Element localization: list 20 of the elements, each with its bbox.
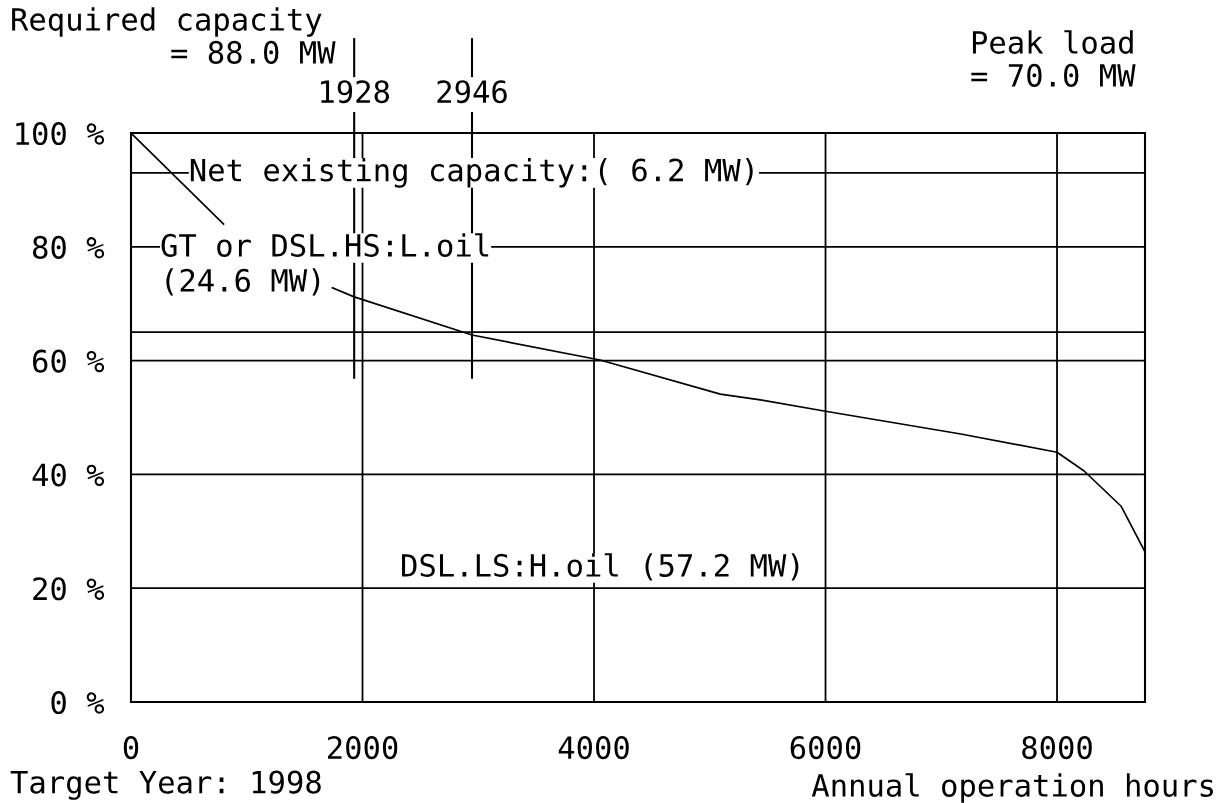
ref-line-label: 1928 [321, 80, 390, 104]
annotation: DSL.LS:H.oil (57.2 MW) [402, 553, 799, 581]
y-tick-label: 20 % [33, 577, 105, 601]
y-tick-label: 80 % [32, 235, 105, 259]
ref-line-label: Net existing capacity:( 6.2 MW) [190, 157, 753, 188]
ref-line-label: 2946 [437, 80, 507, 104]
x-tick-label: 2000 [327, 736, 398, 760]
x-axis-title: Annual operation hours [811, 773, 1213, 803]
x-tick-label: 4000 [558, 736, 629, 760]
text: Peak load = 70.0 MW [971, 30, 1136, 87]
annotation: GT or DSL.HS:L.oil (24.6 MW) [161, 233, 489, 296]
y-tick-label: 60 % [33, 349, 105, 373]
text: Required capacity = 88.0 MW [12, 7, 336, 64]
y-tick-label: 0 % [51, 691, 105, 715]
y-tick-label: 40 % [32, 463, 105, 487]
text: Target Year: 1998 [10, 770, 321, 800]
x-tick-label: 6000 [790, 736, 861, 760]
y-tick-label: 100 % [16, 122, 105, 146]
x-tick-label: 8000 [1022, 736, 1092, 760]
x-tick-label: 0 [123, 736, 139, 760]
